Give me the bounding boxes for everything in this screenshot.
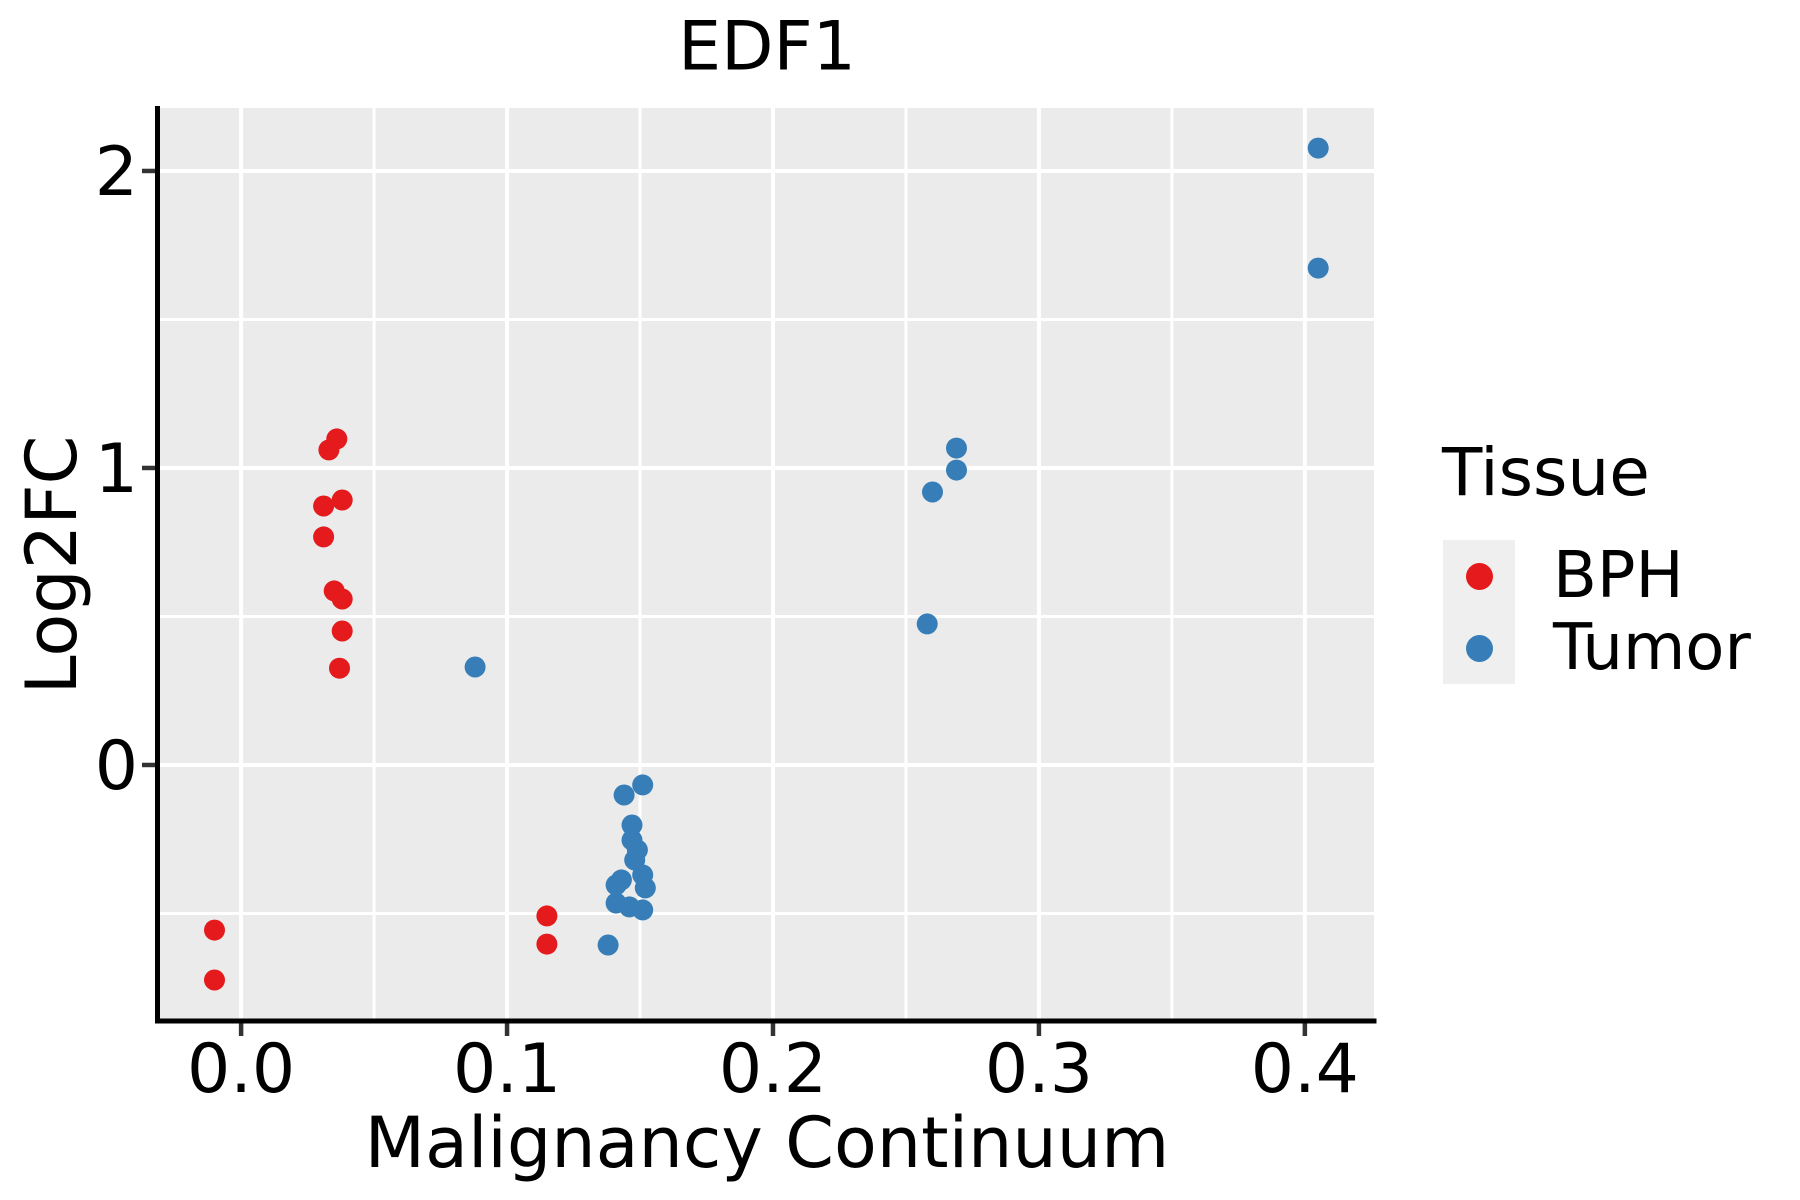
legend-item-tumor: Tumor <box>1443 612 1751 684</box>
data-point-bph <box>536 933 558 955</box>
data-point-bph <box>313 495 335 517</box>
y-tick-label: 0 <box>95 727 138 806</box>
data-point-bph <box>329 657 350 679</box>
legend-title: Tissue <box>1442 434 1650 511</box>
data-point-tumor <box>632 899 654 921</box>
x-tick-label: 0.3 <box>985 1030 1093 1109</box>
data-point-tumor <box>946 437 967 459</box>
data-point-bph <box>536 905 558 927</box>
x-tick-label: 0.0 <box>187 1030 295 1109</box>
data-point-tumor <box>946 459 967 481</box>
data-point-tumor <box>605 874 627 896</box>
data-point-tumor <box>634 877 656 899</box>
legend-key-bph <box>1443 540 1515 612</box>
data-point-tumor <box>1307 137 1329 159</box>
data-point-tumor <box>464 656 486 678</box>
legend-item-bph: BPH <box>1443 540 1751 612</box>
data-point-tumor <box>621 814 643 836</box>
y-axis-title: Log2FC <box>11 435 93 695</box>
data-point-bph <box>331 620 353 642</box>
legend: Tissue BPH Tumor <box>1442 440 1751 684</box>
bph-dot-icon <box>1465 562 1493 590</box>
panel-background <box>160 108 1374 1021</box>
legend-items: BPH Tumor <box>1443 540 1751 684</box>
x-tick-label: 0.1 <box>453 1030 561 1109</box>
y-tick-label: 1 <box>95 430 138 509</box>
data-point-tumor <box>922 481 943 503</box>
x-tick-label: 0.4 <box>1251 1030 1359 1109</box>
data-point-tumor <box>916 613 938 635</box>
legend-label-tumor: Tumor <box>1553 611 1751 685</box>
tumor-dot-icon <box>1465 634 1493 662</box>
chart-title: EDF1 <box>678 7 856 87</box>
data-point-tumor <box>597 934 619 956</box>
data-point-tumor <box>632 774 654 796</box>
data-point-bph <box>204 919 225 941</box>
data-point-bph <box>331 489 353 511</box>
y-tick-label: 2 <box>95 133 138 212</box>
data-point-bph <box>326 428 348 450</box>
data-point-bph <box>313 526 335 548</box>
legend-label-bph: BPH <box>1553 539 1684 613</box>
data-point-tumor <box>613 784 635 806</box>
data-point-tumor <box>1307 257 1329 279</box>
data-point-bph <box>204 969 225 991</box>
data-point-bph <box>331 588 353 610</box>
legend-key-tumor <box>1443 612 1515 684</box>
x-axis-title: Malignancy Continuum <box>364 1102 1170 1184</box>
x-tick-label: 0.2 <box>719 1030 827 1109</box>
